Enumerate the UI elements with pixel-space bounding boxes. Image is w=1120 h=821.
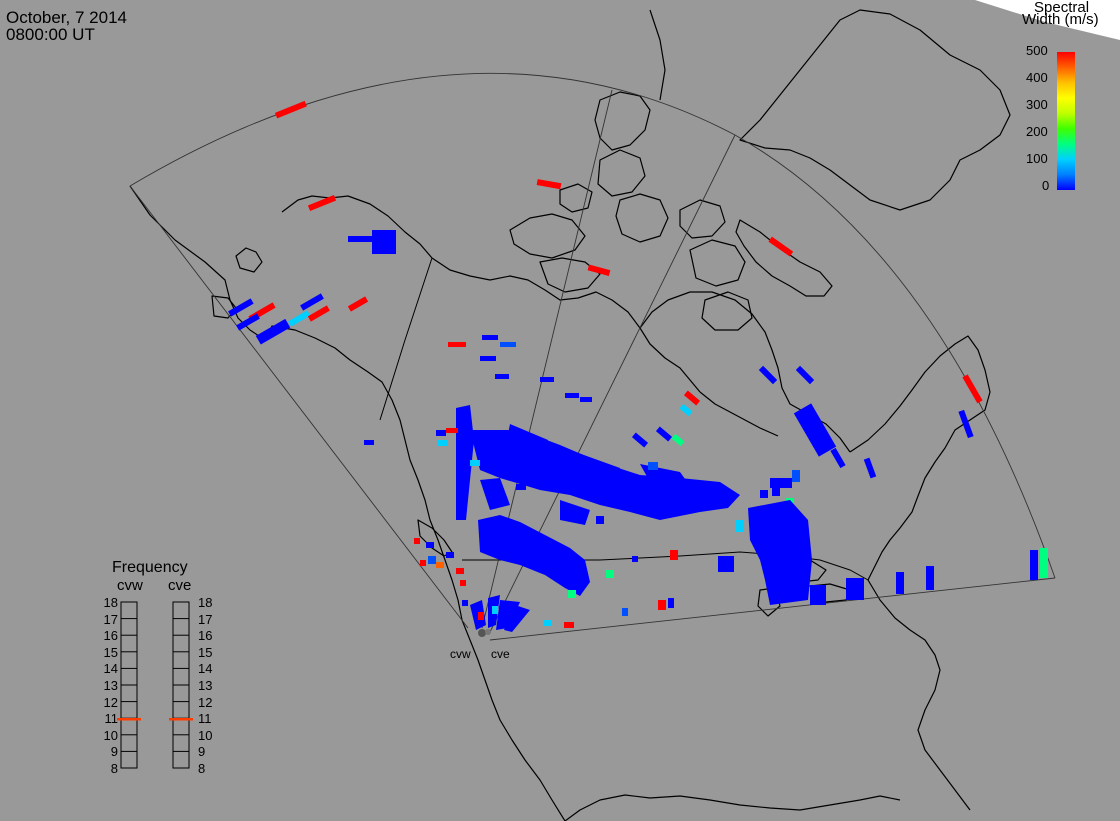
frequency-tick: 18 [103, 595, 118, 610]
frequency-tick: 15 [198, 644, 213, 660]
frequency-tick: 11 [104, 711, 119, 727]
site-label-cvw: cvw [450, 647, 471, 661]
frequency-tick: 9 [198, 744, 206, 760]
colorbar [1057, 52, 1075, 190]
frequency-radar-cvw: cvw [117, 577, 143, 594]
colorbar-tick: 400 [1026, 70, 1048, 85]
frequency-tick: 10 [198, 727, 213, 743]
coastlines [129, 9, 1011, 821]
radar-sites [478, 629, 491, 637]
colorbar-unit: Width (m/s) [1022, 11, 1099, 28]
radar-echoes [228, 100, 1048, 632]
frequency-tick: 16 [103, 628, 118, 644]
frequency-tick: 14 [198, 661, 213, 677]
frequency-tick: 12 [103, 694, 118, 710]
frequency-tick: 8 [110, 761, 118, 776]
frequency-tick: 17 [198, 611, 213, 627]
colorbar-tick: 200 [1026, 124, 1048, 139]
frequency-tick: 12 [198, 694, 213, 710]
colorbar-title: Spectral [1034, 0, 1090, 16]
frequency-tick: 16 [198, 628, 213, 644]
frequency-tick: 11 [198, 711, 212, 727]
corner-overlay [975, 0, 1120, 40]
site-label-cve: cve [491, 647, 510, 661]
colorbar-tick: 300 [1026, 97, 1048, 112]
frequency-tick: 13 [198, 678, 213, 693]
frequency-tick: 8 [198, 761, 206, 776]
frequency-tick: 13 [103, 678, 118, 693]
frequency-tick: 10 [103, 727, 118, 743]
map-time: 0800:00 UT [6, 25, 95, 44]
frequency-tick: 9 [110, 744, 118, 760]
frequency-tick: 17 [103, 611, 118, 627]
frequency-title: Frequency [112, 559, 188, 576]
frequency-radar-cve: cve [168, 577, 192, 594]
frequency-tick: 15 [103, 644, 118, 660]
frequency-tick: 18 [198, 595, 213, 610]
colorbar-tick: 500 [1026, 43, 1048, 58]
frequency-tick: 14 [103, 661, 118, 677]
colorbar-tick: 100 [1026, 151, 1048, 166]
map-date: October, 7 2014 [6, 8, 127, 27]
colorbar-tick: 0 [1042, 178, 1050, 193]
